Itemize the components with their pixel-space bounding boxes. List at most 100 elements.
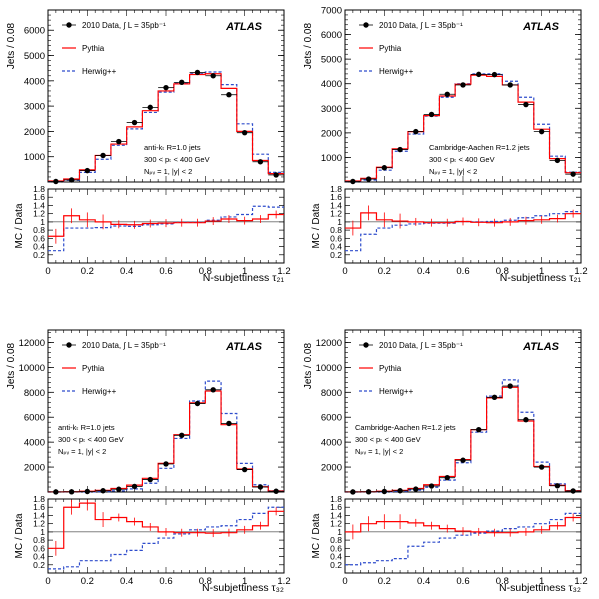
legend-herwig-label: Herwig++ <box>379 67 414 76</box>
ratio-y-tick-label: 1.4 <box>330 200 342 210</box>
ratio-y-axis-title: MC / Data <box>14 513 25 558</box>
data-point <box>84 488 91 495</box>
data-point <box>460 457 466 463</box>
y-tick-label: 12000 <box>316 338 342 349</box>
x-tick-label: 0.6 <box>159 576 172 587</box>
data-point <box>241 466 248 473</box>
x-tick-label: 1.2 <box>574 266 587 277</box>
y-tick-label: 2000 <box>24 127 45 138</box>
annotation-line: 300 < pₜ < 400 GeV <box>58 435 124 444</box>
legend-herwig-label: Herwig++ <box>379 387 414 396</box>
x-tick-label: 0.8 <box>199 266 212 277</box>
data-point <box>100 488 106 494</box>
ratio-y-tick-label: 1 <box>337 217 342 227</box>
data-point <box>210 73 216 79</box>
x-axis-title: N-subjettiness τ₃₂ <box>499 582 581 594</box>
ratio-y-tick-label: 0.4 <box>330 242 342 252</box>
legend-data-label: 2010 Data, ∫ L = 35pb⁻¹ <box>82 21 166 30</box>
herwig-histogram <box>48 380 284 493</box>
ratio-y-tick-label: 0.4 <box>33 242 45 252</box>
ratio-y-tick-label: 1 <box>40 527 45 537</box>
y-axis-title: Jets / 0.08 <box>6 342 17 389</box>
pythia-histogram <box>48 73 284 182</box>
y-axis-title: Jets / 0.08 <box>303 342 314 389</box>
y-tick-label: 6000 <box>321 30 342 41</box>
x-tick-label: 0.8 <box>496 576 509 587</box>
x-tick-label: 0 <box>342 576 347 587</box>
herwig-histogram <box>48 71 284 183</box>
data-point <box>554 157 561 164</box>
ratio-y-tick-label: 0.8 <box>33 225 45 235</box>
data-point <box>350 489 356 495</box>
annotation-line: 300 < pₜ < 400 GeV <box>144 155 210 164</box>
data-point <box>131 119 138 126</box>
x-tick-label: 0.4 <box>120 576 133 587</box>
y-tick-label: 2000 <box>321 128 342 139</box>
y-tick-label: 4000 <box>321 438 342 449</box>
x-tick-label: 0 <box>45 576 50 587</box>
ratio-plot-frame <box>344 188 582 264</box>
legend-data-marker <box>363 22 369 28</box>
annotation-line: Nₚᵥ = 1, |y| < 2 <box>58 447 106 456</box>
data-point <box>226 92 232 98</box>
y-tick-label: 2000 <box>24 463 45 474</box>
data-point <box>116 486 122 492</box>
data-point <box>68 489 75 495</box>
data-point <box>179 432 185 438</box>
ratio-y-tick-label: 1.2 <box>33 519 45 529</box>
data-point <box>257 159 264 165</box>
data-point <box>538 128 545 135</box>
data-point <box>491 394 498 400</box>
ratio-y-tick-label: 1 <box>40 217 45 227</box>
ratio-y-tick-label: 1 <box>337 527 342 537</box>
ratio-y-tick-label: 0.6 <box>330 543 342 553</box>
ratio-y-tick-label: 0.6 <box>33 543 45 553</box>
y-tick-label: 8000 <box>321 388 342 399</box>
legend-pythia-label: Pythia <box>82 44 105 53</box>
atlas-label: ATLAS <box>225 341 263 353</box>
y-tick-label: 4000 <box>24 438 45 449</box>
x-tick-label: 0.2 <box>378 266 391 277</box>
x-tick-label: 0.2 <box>378 576 391 587</box>
atlas-label: ATLAS <box>522 21 560 33</box>
data-point <box>507 383 513 389</box>
ratio-y-tick-label: 0.2 <box>33 250 45 260</box>
data-point <box>428 483 435 489</box>
x-tick-label: 1.2 <box>277 266 290 277</box>
data-point <box>570 171 576 177</box>
data-point <box>194 69 201 76</box>
data-point <box>68 177 75 183</box>
annotation-line: Nₚᵥ = 1, |y| < 2 <box>144 167 192 176</box>
annotation-line: 300 < pₜ < 400 GeV <box>429 155 495 164</box>
herwig-ratio <box>345 512 581 566</box>
data-point <box>116 138 122 145</box>
x-tick-label: 1 <box>539 266 544 277</box>
legend-data-label: 2010 Data, ∫ L = 35pb⁻¹ <box>82 341 166 350</box>
ratio-y-tick-label: 0.2 <box>33 560 45 570</box>
data-point <box>413 128 419 135</box>
annotation-line: Cambridge-Aachen R=1.2 jets <box>355 423 456 432</box>
ratio-y-axis-title: MC / Data <box>14 203 25 248</box>
ratio-plot-frame <box>344 498 582 574</box>
pythia-ratio <box>48 502 284 549</box>
y-tick-label: 4000 <box>24 76 45 87</box>
data-point <box>84 167 91 174</box>
data-point <box>53 178 59 185</box>
data-point <box>100 152 106 159</box>
annotation-line: anti-kₜ R=1.0 jets <box>144 143 201 152</box>
x-tick-label: 1.2 <box>277 576 290 587</box>
data-point <box>273 488 279 494</box>
data-point <box>226 420 232 427</box>
ratio-y-tick-label: 0.6 <box>33 233 45 243</box>
data-point <box>397 488 403 494</box>
data-point <box>428 111 435 118</box>
ratio-y-tick-label: 1.4 <box>33 510 45 520</box>
data-point <box>257 484 264 490</box>
ratio-y-tick-label: 0.4 <box>33 552 45 562</box>
ratio-y-tick-label: 1.2 <box>33 209 45 219</box>
data-point <box>507 82 513 88</box>
x-tick-label: 1 <box>242 266 247 277</box>
